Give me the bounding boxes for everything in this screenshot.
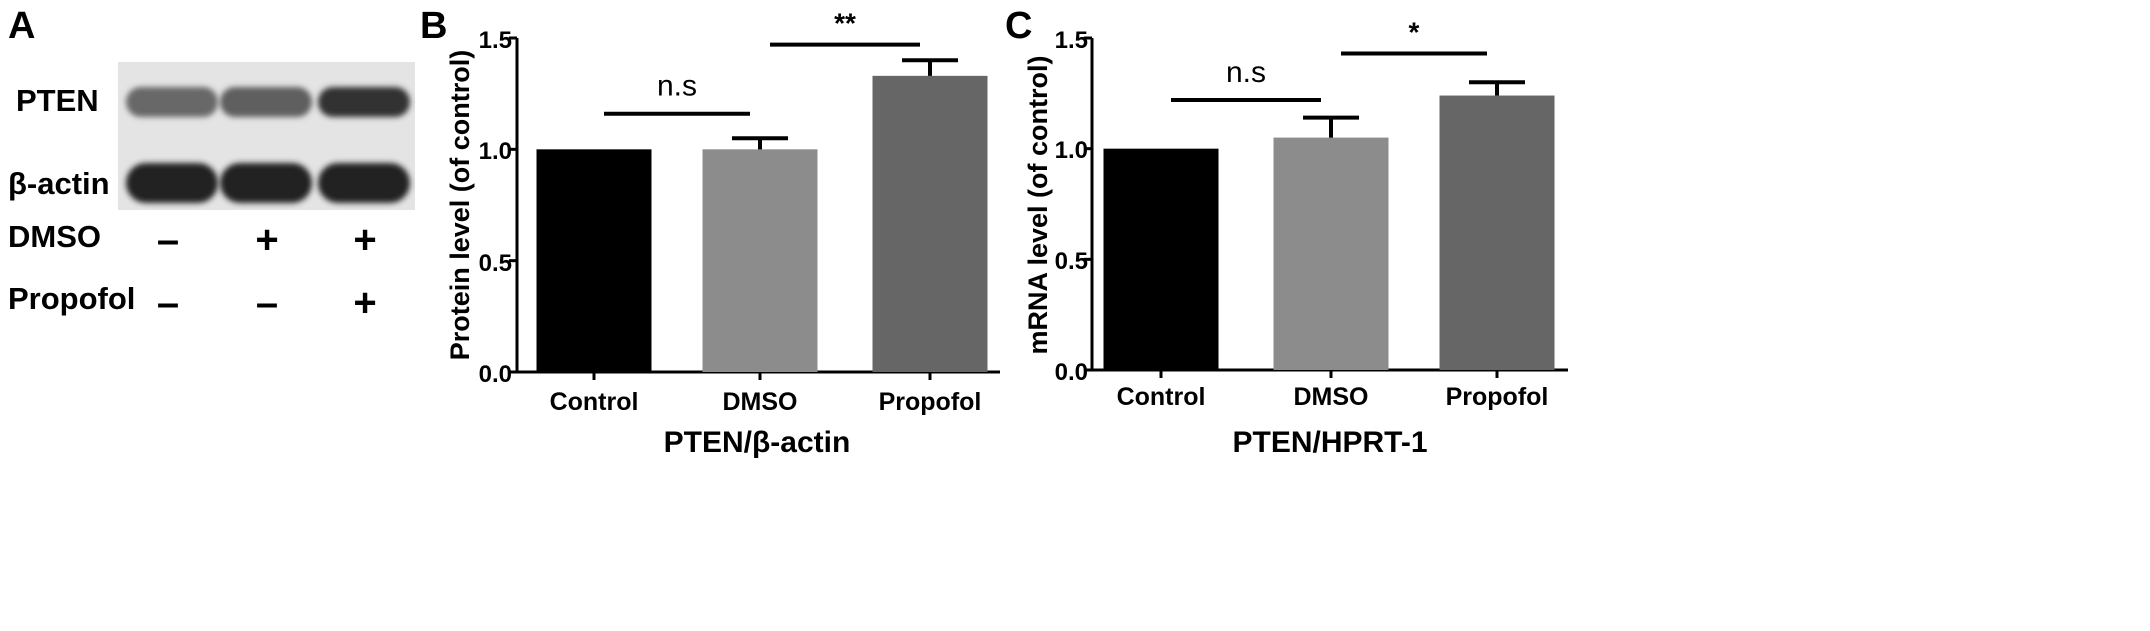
band-label-beta-actin: β-actin [8,166,110,201]
panel-c-error-bar-propofol [1469,80,1525,96]
panel-a-letter: A [8,5,35,47]
panel-b-significance-label-1: n.s [657,70,697,103]
panel-c-y-axis-title: mRNA level (of control) [1023,55,1053,354]
panel-c-y-tick-1: 0.5 [1055,248,1088,275]
propofol-mark-lane-1: – [157,281,179,325]
panel-c-error-bar-dmso [1303,115,1359,138]
panel-c-letter: C [1005,5,1032,47]
band-pten-lane-3 [318,87,410,117]
propofol-mark-lane-2: – [256,281,278,325]
panel-c-bar-propofol [1439,95,1555,371]
panel-b-y-axis-title: Protein level (of control) [445,50,475,361]
propofol-mark-lane-3: + [353,281,376,325]
panel-b-y-tick-2: 1.0 [479,138,512,165]
panel-b-bar-control [536,149,652,372]
panel-b-chart: B Protein level (of control) PTEN/β-acti… [420,5,1000,459]
panel-b-x-tick-control: Control [550,388,639,416]
panel-b-x-tick-propofol: Propofol [879,388,982,416]
panel-c-x-tick-dmso: DMSO [1294,383,1369,411]
panel-b-y-tick-3: 1.5 [479,27,512,54]
panel-c-y-tick-0: 0.0 [1055,359,1088,386]
panel-b-y-tick-1: 0.5 [479,250,512,277]
panel-c-marks: n.s * [1084,16,1568,378]
panel-a: A PTEN β-actin DMSO Propofol – + + – – + [8,5,415,325]
dmso-mark-lane-2: + [255,218,278,262]
panel-c-significance-label-1: n.s [1226,56,1266,89]
band-label-pten: PTEN [16,83,99,118]
band-beta-actin-lane-3 [318,163,410,203]
panel-b-error-bar-dmso [732,136,788,150]
panel-b-x-axis-title: PTEN/β-actin [664,426,851,459]
panel-c-y-tick-2: 1.0 [1055,137,1088,164]
panel-c-chart: C mRNA level (of control) PTEN/HPRT-1 0.… [1005,5,1568,459]
panel-c-bar-dmso [1273,137,1389,370]
panel-c-y-tick-3: 1.5 [1055,27,1088,54]
panel-c-x-axis-title: PTEN/HPRT-1 [1232,426,1427,459]
panel-c-x-tick-propofol: Propofol [1446,383,1549,411]
blot-bands [126,87,410,203]
panel-b-significance-label-2: ** [834,8,856,39]
panel-b-bar-propofol [872,75,988,372]
panel-b-letter: B [420,5,447,47]
panel-b-error-bar-propofol [902,58,958,76]
panel-b-marks: n.s ** [509,8,1000,380]
dmso-mark-lane-3: + [353,218,376,262]
panel-c-x-tick-control: Control [1117,383,1206,411]
treatment-label-propofol: Propofol [8,281,135,316]
band-beta-actin-lane-2 [220,163,312,203]
panel-b-x-tick-dmso: DMSO [723,388,798,416]
band-pten-lane-1 [126,87,218,117]
panel-b-bar-dmso [702,149,818,372]
band-beta-actin-lane-1 [126,163,218,203]
panel-b-y-tick-0: 0.0 [479,361,512,388]
treatment-label-dmso: DMSO [8,219,101,254]
panel-c-bar-control [1103,148,1219,370]
dmso-mark-lane-1: – [157,218,179,262]
band-pten-lane-2 [220,87,312,117]
panel-c-significance-label-2: * [1409,16,1420,47]
